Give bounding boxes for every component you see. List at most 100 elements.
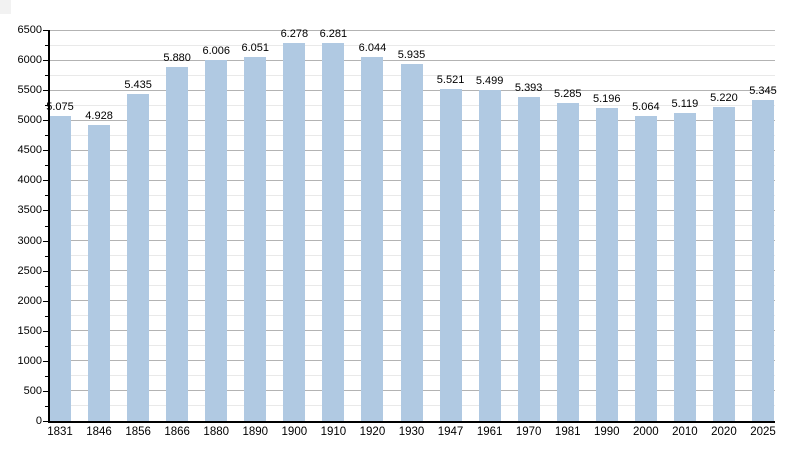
y-major-tick [43, 180, 48, 182]
bar-1961: 5.499 [476, 75, 503, 421]
y-tick-label: 1500 [17, 324, 42, 337]
x-tick-label-1910: 1910 [320, 426, 347, 438]
x-tick-label-1920: 1920 [359, 426, 386, 438]
bar-1900: 6.278 [281, 28, 308, 421]
y-major-tick [43, 210, 48, 212]
y-major-tick [43, 240, 48, 242]
bar-value-label: 5.499 [475, 75, 504, 88]
y-major-tick [43, 60, 48, 62]
y-tick-label: 4000 [17, 174, 42, 187]
y-tick-label: 6000 [17, 54, 42, 67]
x-tick-label-1930: 1930 [398, 426, 425, 438]
y-minor-tick [45, 255, 48, 257]
minor-gridline [48, 44, 775, 46]
bar-value-label: 5.220 [710, 92, 738, 104]
y-minor-tick [45, 195, 48, 197]
y-minor-tick [45, 135, 48, 137]
y-minor-tick [45, 75, 48, 77]
x-axis-line [48, 421, 775, 423]
bar-value-label: 5.196 [593, 93, 621, 106]
bar-1880: 6.006 [202, 45, 230, 421]
corner-artifact [0, 0, 11, 14]
x-tick-label-1890: 1890 [242, 426, 269, 438]
x-tick-label-1846: 1846 [86, 426, 112, 438]
x-tick-label-1856: 1856 [125, 426, 151, 438]
y-major-tick [43, 90, 48, 92]
y-minor-tick [45, 345, 48, 347]
bar-value-label: 6.281 [319, 28, 348, 41]
x-tick-label-1947: 1947 [437, 426, 464, 438]
bar-1831: 5.075 [46, 101, 74, 421]
y-tick-label: 5000 [17, 114, 42, 127]
bar-2010: 5.119 [672, 98, 698, 421]
y-minor-tick [45, 285, 48, 287]
bar-value-label: 5.075 [46, 100, 74, 113]
bar-1930: 5.935 [398, 49, 425, 421]
y-axis-line [48, 30, 50, 421]
bar-value-label: 5.435 [124, 79, 152, 92]
plot-area: 5.075 4.928 5.435 5.880 6.006 6.051 6.278 6.281… [46, 28, 777, 423]
y-major-tick [43, 360, 48, 362]
y-major-tick [43, 300, 48, 302]
x-tick-label-1831: 1831 [47, 426, 73, 438]
y-tick-label: 1000 [17, 354, 42, 367]
x-tick-label-1900: 1900 [281, 426, 308, 438]
x-tick-label-1990: 1990 [593, 426, 620, 438]
y-tick-label: 5500 [17, 84, 42, 97]
major-gridline [48, 59, 775, 61]
y-tick-label: 6500 [17, 24, 42, 36]
y-major-tick [43, 390, 48, 392]
bar-1920: 6.044 [359, 42, 386, 421]
y-tick-label: 2500 [17, 264, 42, 277]
y-major-tick [43, 150, 48, 152]
bar-2000: 5.064 [632, 101, 660, 421]
bar-value-label: 5.880 [163, 52, 191, 65]
x-tick-label-2025: 2025 [750, 426, 776, 438]
y-major-tick [43, 421, 48, 422]
x-tick-label-2010: 2010 [672, 426, 698, 438]
bar-value-label: 5.521 [436, 73, 465, 86]
bar-1990: 5.196 [593, 93, 621, 421]
x-tick-label-1866: 1866 [164, 426, 190, 438]
x-tick-label-1961: 1961 [476, 426, 503, 438]
bar-2025: 5.345 [749, 85, 777, 421]
bar-value-label: 5.393 [514, 81, 543, 94]
x-tick-label-2020: 2020 [711, 426, 737, 438]
y-major-tick [43, 330, 48, 332]
y-major-tick [43, 270, 48, 272]
x-tick-label-1880: 1880 [203, 426, 230, 438]
y-tick-label: 3500 [17, 204, 42, 217]
x-tick-label-2000: 2000 [633, 426, 659, 438]
y-minor-tick [45, 315, 48, 317]
bar-1890: 6.051 [242, 42, 269, 421]
y-minor-tick [45, 225, 48, 227]
bar-value-label: 5.064 [632, 101, 660, 114]
y-major-tick [43, 30, 48, 31]
bar-1866: 5.880 [163, 52, 191, 421]
bar-value-label: 4.928 [85, 109, 113, 122]
y-tick-label: 2000 [17, 294, 42, 307]
y-tick-label: 500 [23, 384, 42, 397]
bar-2020: 5.220 [710, 92, 738, 421]
bar-value-label: 6.044 [358, 42, 387, 55]
bar-1947: 5.521 [437, 74, 464, 421]
bar-value-label: 6.278 [280, 28, 309, 41]
bar-value-label: 5.935 [397, 49, 426, 61]
bar-1981: 5.285 [554, 88, 581, 421]
y-tick-label: 4500 [17, 144, 42, 157]
major-gridline [48, 29, 775, 31]
y-tick-label: 3000 [17, 234, 42, 247]
y-tick-label: 0 [35, 415, 42, 427]
x-tick-label-1970: 1970 [515, 426, 542, 438]
bar-value-label: 6.051 [241, 42, 270, 54]
y-minor-tick [45, 405, 48, 407]
bar-value-label: 5.345 [749, 84, 777, 97]
y-major-tick [43, 120, 48, 122]
x-tick-label-1981: 1981 [554, 426, 581, 438]
bar-value-label: 6.006 [202, 44, 230, 57]
bar-1856: 5.435 [124, 79, 152, 421]
y-minor-tick [45, 165, 48, 167]
y-minor-tick [45, 45, 48, 47]
y-minor-tick [45, 375, 48, 377]
